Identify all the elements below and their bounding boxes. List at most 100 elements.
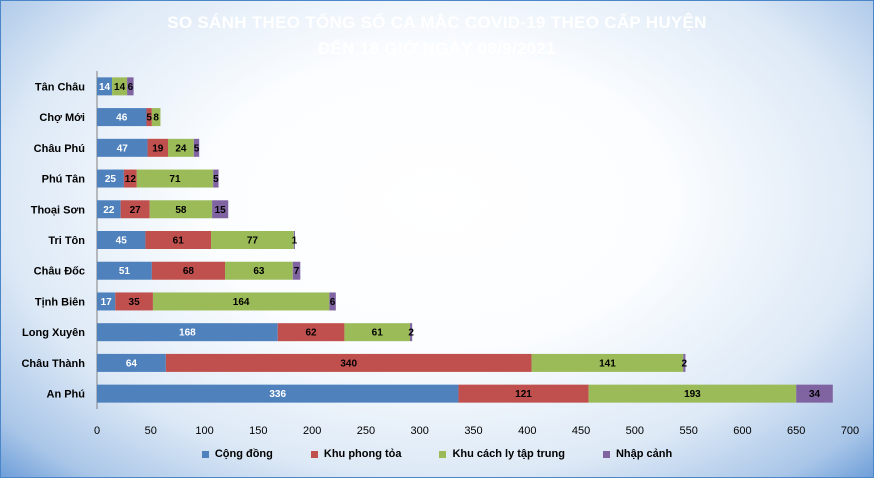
bar-segment: [292, 261, 301, 280]
data-label: 68: [183, 266, 195, 277]
legend-label-khu-cach-ly: Khu cách ly tập trung: [452, 448, 565, 460]
data-label: 45: [116, 236, 128, 247]
data-label: 12: [125, 174, 137, 185]
bar-segment: [127, 77, 134, 96]
category-label: Châu Đốc: [34, 266, 85, 278]
x-tick-label: 0: [94, 425, 100, 437]
data-label: 51: [119, 266, 131, 277]
category-label: Thoại Sơn: [31, 204, 86, 216]
data-label: 8: [153, 113, 159, 124]
chart-legend: Cộng đồng Khu phong tỏa Khu cách ly tập …: [0, 448, 874, 460]
bar-segment: [683, 353, 686, 372]
data-label: 340: [340, 358, 357, 369]
x-tick-label: 650: [787, 425, 805, 437]
data-label: 35: [129, 297, 141, 308]
bar-segment: [97, 292, 116, 311]
data-label: 24: [175, 143, 187, 154]
data-label: 22: [103, 205, 115, 216]
legend-item-cong-dong: Cộng đồng: [201, 448, 273, 460]
data-label: 62: [306, 328, 318, 339]
data-label: 1: [292, 236, 298, 247]
data-label: 6: [128, 82, 134, 93]
x-tick-label: 50: [145, 425, 157, 437]
bar-segment: [213, 169, 219, 188]
category-label: Tịnh Biên: [35, 296, 85, 308]
legend-label-khu-phong-toa: Khu phong tỏa: [323, 448, 402, 460]
bar-segment: [152, 292, 330, 311]
legend-swatch-cong-dong: [201, 450, 209, 458]
bar-segment: [97, 353, 166, 372]
chart-title-line-1: SO SÁNH THEO TỔNG SỐ CA MẮC COVID-19 THE…: [167, 13, 707, 32]
bar-segment: [796, 384, 833, 403]
legend-swatch-khu-cach-ly: [439, 450, 447, 458]
legend-item-nhap-canh: Nhập cảnh: [602, 448, 673, 460]
data-label: 193: [684, 389, 701, 400]
x-tick-label: 550: [679, 425, 697, 437]
bar-segment: [277, 323, 345, 342]
bar-segment: [112, 77, 128, 96]
bar-segment: [344, 323, 411, 342]
data-label: 168: [179, 328, 196, 339]
bar-segment: [97, 261, 152, 280]
bar-segment: [193, 138, 200, 157]
legend-swatch-khu-phong-toa: [310, 450, 318, 458]
bar-segment: [97, 384, 459, 403]
data-label: 19: [152, 143, 164, 154]
data-label: 5: [194, 143, 200, 154]
category-label: An Phú: [47, 389, 86, 401]
category-label: Châu Thành: [21, 358, 85, 370]
data-label: 61: [372, 328, 384, 339]
x-tick-label: 450: [572, 425, 590, 437]
bar-segment: [120, 200, 150, 219]
bar-segment: [136, 169, 214, 188]
data-label: 2: [682, 358, 688, 369]
bar-segment: [410, 323, 413, 342]
chart-title-line-2: ĐẾN 18 GIỜ NGÀY 08/9/2021: [317, 39, 557, 58]
bar-segment: [97, 169, 124, 188]
data-label: 141: [599, 358, 616, 369]
x-tick-label: 400: [518, 425, 536, 437]
bar-segment: [151, 108, 161, 127]
data-label: 6: [330, 297, 336, 308]
bar-segment: [151, 261, 226, 280]
category-label: Tri Tôn: [48, 235, 85, 247]
bar-segment: [97, 108, 147, 127]
data-label: 164: [233, 297, 250, 308]
bar-segment: [97, 323, 278, 342]
data-label: 2: [408, 328, 414, 339]
data-label: 46: [116, 113, 128, 124]
x-tick-label: 700: [841, 425, 859, 437]
category-label: Châu Phú: [34, 143, 85, 155]
x-tick-label: 150: [249, 425, 267, 437]
x-tick-label: 600: [733, 425, 751, 437]
bar-segment: [147, 138, 168, 157]
bar-segment: [588, 384, 797, 403]
bar-segment: [165, 353, 532, 372]
category-label: Long Xuyên: [22, 327, 85, 339]
category-label: Phú Tân: [42, 174, 86, 186]
data-label: 7: [294, 266, 300, 277]
data-label: 14: [99, 82, 111, 93]
data-label: 5: [213, 174, 219, 185]
data-label: 336: [269, 389, 286, 400]
x-tick-label: 200: [303, 425, 321, 437]
legend-item-khu-phong-toa: Khu phong tỏa: [310, 448, 402, 460]
bar-segment: [531, 353, 684, 372]
data-label: 77: [247, 236, 259, 247]
bar-segment: [329, 292, 336, 311]
x-tick-label: 250: [357, 425, 375, 437]
data-label: 58: [175, 205, 187, 216]
bar-segment: [211, 231, 294, 249]
bar-segment: [458, 384, 589, 403]
legend-label-cong-dong: Cộng đồng: [214, 448, 273, 460]
bar-segment: [123, 169, 137, 188]
data-label: 17: [101, 297, 113, 308]
x-tick-label: 350: [464, 425, 482, 437]
data-label: 47: [117, 143, 129, 154]
data-label: 14: [114, 82, 126, 93]
bar-segment: [225, 261, 293, 280]
bar-segment: [115, 292, 153, 311]
bar-segment: [97, 138, 148, 157]
legend-label-nhap-canh: Nhập cảnh: [615, 448, 673, 460]
